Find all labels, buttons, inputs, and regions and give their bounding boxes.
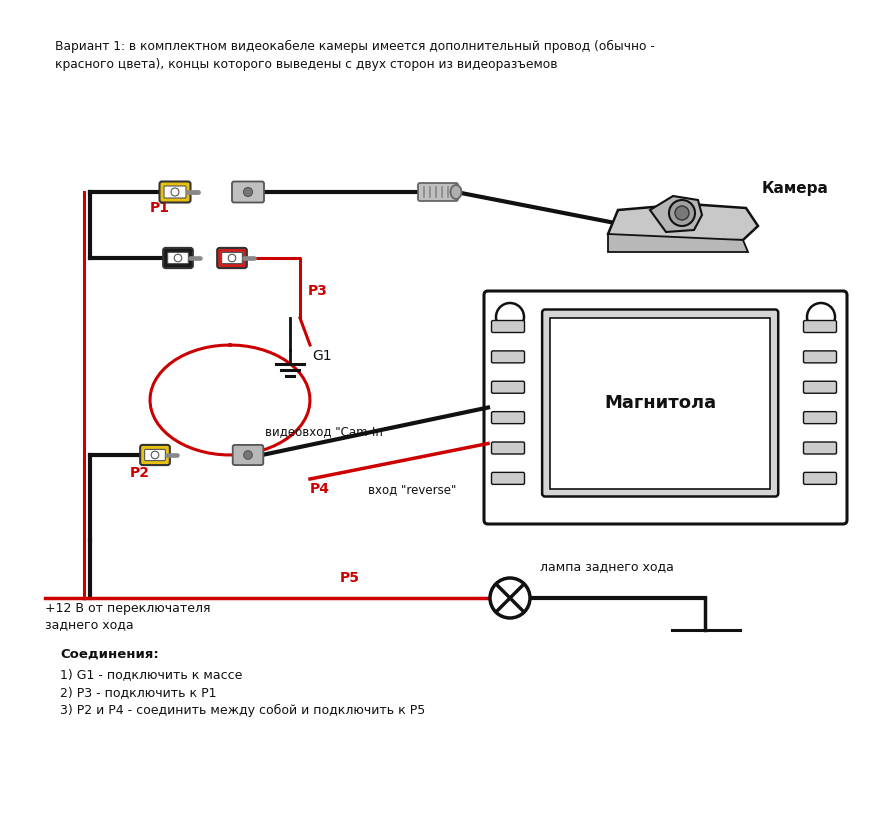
- Circle shape: [151, 452, 159, 459]
- Text: P3: P3: [308, 284, 328, 298]
- Text: Соединения:: Соединения:: [60, 648, 159, 661]
- Circle shape: [490, 578, 530, 618]
- FancyBboxPatch shape: [804, 472, 836, 484]
- Text: красного цвета), концы которого выведены с двух сторон из видеоразъемов: красного цвета), концы которого выведены…: [55, 58, 558, 71]
- FancyBboxPatch shape: [418, 183, 458, 201]
- Text: видеовход "Cam-In": видеовход "Cam-In": [265, 425, 388, 438]
- Text: P1: P1: [150, 201, 170, 215]
- Text: Магнитола: Магнитола: [604, 394, 716, 412]
- FancyBboxPatch shape: [550, 318, 770, 488]
- FancyBboxPatch shape: [804, 381, 836, 393]
- Text: заднего хода: заднего хода: [45, 618, 133, 631]
- FancyBboxPatch shape: [804, 320, 836, 333]
- Circle shape: [807, 303, 835, 331]
- FancyBboxPatch shape: [168, 252, 188, 264]
- Text: P2: P2: [130, 466, 150, 480]
- Text: вход "reverse": вход "reverse": [368, 483, 456, 496]
- Text: 1) G1 - подключить к массе: 1) G1 - подключить к массе: [60, 668, 242, 681]
- FancyBboxPatch shape: [141, 445, 170, 466]
- Circle shape: [243, 187, 253, 196]
- FancyBboxPatch shape: [804, 411, 836, 424]
- FancyBboxPatch shape: [484, 291, 847, 524]
- Circle shape: [669, 200, 695, 226]
- FancyBboxPatch shape: [492, 381, 524, 393]
- Circle shape: [228, 255, 236, 262]
- FancyBboxPatch shape: [492, 351, 524, 363]
- Text: P5: P5: [340, 571, 360, 585]
- Text: P4: P4: [310, 482, 330, 496]
- Ellipse shape: [451, 185, 461, 199]
- Polygon shape: [650, 196, 702, 232]
- FancyBboxPatch shape: [217, 248, 247, 268]
- FancyBboxPatch shape: [492, 320, 524, 333]
- FancyBboxPatch shape: [232, 181, 264, 203]
- FancyBboxPatch shape: [164, 248, 193, 268]
- FancyBboxPatch shape: [492, 472, 524, 484]
- Text: +12 В от переключателя: +12 В от переключателя: [45, 602, 210, 615]
- FancyBboxPatch shape: [232, 445, 263, 465]
- FancyBboxPatch shape: [804, 351, 836, 363]
- FancyBboxPatch shape: [164, 186, 186, 198]
- Circle shape: [171, 188, 179, 196]
- Circle shape: [174, 255, 182, 262]
- FancyBboxPatch shape: [492, 442, 524, 454]
- Polygon shape: [608, 234, 748, 252]
- FancyBboxPatch shape: [145, 449, 165, 461]
- Circle shape: [244, 451, 252, 459]
- Circle shape: [675, 206, 689, 220]
- Text: лампа заднего хода: лампа заднего хода: [540, 560, 674, 573]
- Text: Вариант 1: в комплектном видеокабеле камеры имеется дополнительный провод (обычн: Вариант 1: в комплектном видеокабеле кам…: [55, 40, 655, 53]
- FancyBboxPatch shape: [222, 252, 242, 264]
- Text: Камера: Камера: [762, 181, 829, 195]
- Circle shape: [496, 303, 524, 331]
- Text: G1: G1: [312, 349, 332, 363]
- FancyBboxPatch shape: [804, 442, 836, 454]
- FancyBboxPatch shape: [159, 181, 190, 203]
- Text: 2) Р3 - подключить к Р1: 2) Р3 - подключить к Р1: [60, 686, 217, 699]
- Text: 3) Р2 и Р4 - соединить между собой и подключить к Р5: 3) Р2 и Р4 - соединить между собой и под…: [60, 704, 425, 717]
- FancyBboxPatch shape: [492, 411, 524, 424]
- FancyBboxPatch shape: [542, 310, 778, 497]
- Polygon shape: [608, 204, 758, 242]
